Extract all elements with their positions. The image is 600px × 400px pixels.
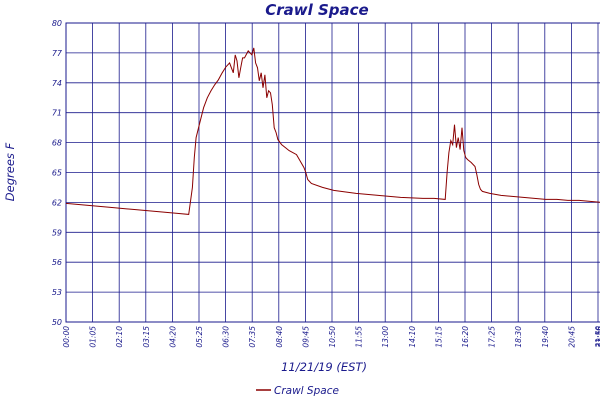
y-tick-label: 77 — [52, 49, 63, 58]
x-tick-label: 04:20 — [168, 326, 177, 348]
chart-title: Crawl Space — [265, 1, 368, 19]
x-tick-label: 10:50 — [328, 326, 337, 348]
x-tick-label: 01:05 — [89, 326, 98, 348]
x-tick-label: 09:45 — [301, 326, 310, 348]
x-tick-label: 17:25 — [488, 326, 497, 348]
x-tick-label: 00:00 — [62, 326, 71, 348]
y-tick-label: 71 — [52, 109, 62, 118]
legend-label-crawl-space: Crawl Space — [274, 385, 339, 397]
x-tick-label: 14:10 — [408, 326, 417, 348]
y-tick-label: 74 — [52, 79, 62, 88]
y-tick-labels: 80 77 74 71 68 65 62 59 56 53 50 — [52, 19, 63, 327]
plot-frame — [65, 22, 600, 323]
x-tick-label: 11:55 — [355, 326, 364, 348]
x-axis-label: 11/21/19 (EST) — [281, 360, 367, 374]
y-axis-label: Degrees F — [3, 142, 17, 201]
x-tick-label: 19:40 — [541, 326, 550, 348]
x-tick-label: 06:30 — [222, 326, 231, 348]
y-tick-label: 53 — [52, 288, 62, 297]
x-tick-label: 07:35 — [248, 326, 257, 348]
x-tick-label: 21:50 — [594, 326, 600, 348]
grid-lines — [66, 23, 600, 322]
y-tick-label: 65 — [52, 169, 62, 178]
x-tick-label: 15:15 — [434, 326, 443, 348]
x-tick-labels: 00:00 01:05 02:10 03:15 04:20 05:25 06:30 07:35… — [62, 326, 600, 348]
x-tick-label: 16:20 — [461, 326, 470, 348]
y-tick-label: 68 — [52, 139, 62, 148]
x-tick-label: 02:10 — [115, 326, 124, 348]
series-line-crawl-space — [65, 47, 600, 215]
y-tick-label: 59 — [52, 228, 62, 237]
y-tick-label: 56 — [52, 258, 62, 267]
x-tick-label: 22:55 — [595, 326, 600, 348]
x-tick-label: 18:30 — [514, 326, 523, 348]
x-tick-label: 20:45 — [567, 326, 576, 348]
x-tick-label: 03:15 — [142, 326, 151, 348]
x-tick-label: 23:59 — [597, 326, 600, 348]
x-tick-label: 08:40 — [275, 326, 284, 348]
y-tick-label: 62 — [52, 198, 62, 207]
y-tick-label: 80 — [52, 19, 62, 28]
x-tick-label: 05:25 — [195, 326, 204, 348]
x-tick-label: 13:00 — [381, 326, 390, 348]
legend: Crawl Space — [256, 385, 339, 397]
y-tick-label: 50 — [52, 318, 62, 327]
